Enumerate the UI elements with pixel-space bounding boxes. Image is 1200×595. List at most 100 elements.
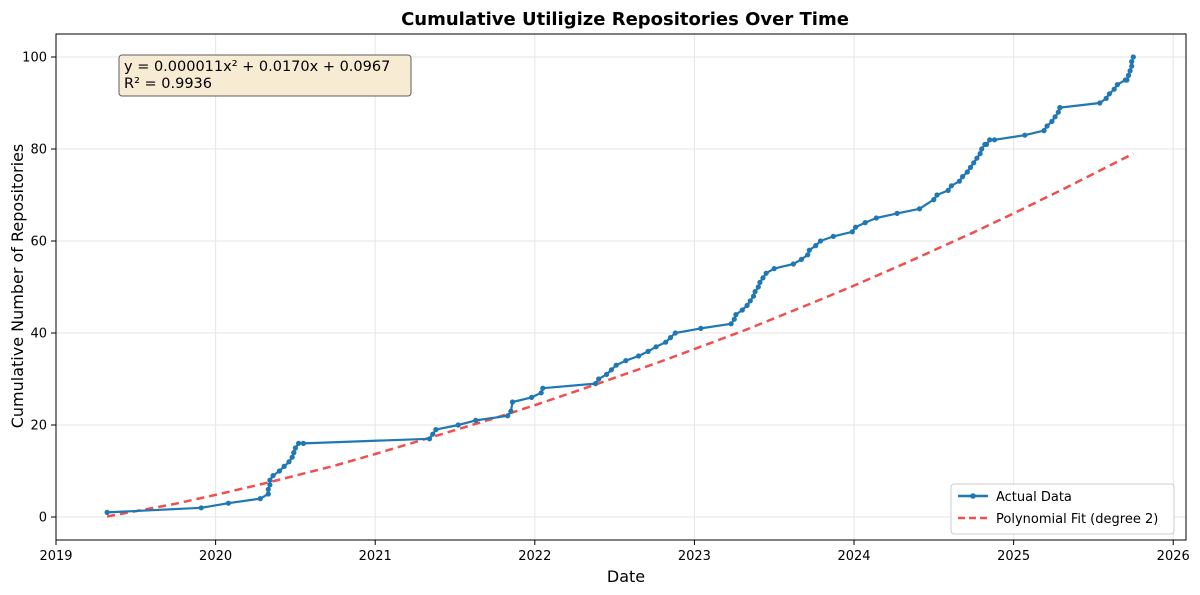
actual-data-point [731, 316, 737, 322]
actual-data-point [806, 247, 812, 253]
actual-data-point [1127, 68, 1133, 74]
legend: Actual Data Polynomial Fit (degree 2) [950, 483, 1175, 535]
actual-data-point [1129, 63, 1135, 69]
actual-series-line [107, 56, 1135, 514]
actual-data-point [281, 463, 287, 469]
actual-data-point [853, 224, 859, 230]
actual-data-point [974, 155, 980, 161]
actual-data-point [760, 275, 766, 281]
actual-data-point [934, 192, 940, 198]
actual-data-point [604, 371, 610, 377]
actual-data-point [733, 312, 739, 318]
actual-data-point [672, 330, 678, 336]
actual-data-point [267, 477, 273, 483]
r-squared-text: R² = 0.9936 [124, 76, 212, 92]
actual-data-point [755, 284, 761, 290]
actual-data-point [286, 459, 292, 465]
legend-fit-label: Polynomial Fit (degree 2) [996, 512, 1158, 527]
actual-data-point [1125, 72, 1132, 78]
actual-data-point [728, 321, 734, 327]
actual-data-point [1103, 95, 1109, 101]
actual-data-point [956, 178, 963, 184]
actual-data-point [265, 486, 271, 492]
x-tick-label: 2019 [39, 549, 72, 564]
actual-data-point [849, 229, 856, 235]
grid-lines [55, 34, 1186, 540]
fit-series-line [106, 152, 1134, 518]
actual-data-point [257, 496, 263, 502]
actual-data-point [1111, 86, 1117, 92]
actual-data-point [455, 422, 461, 428]
y-axis-ticks: 0 20 40 60 80 100 [22, 51, 56, 526]
y-tick-label: 20 [30, 419, 47, 434]
fit-layer [106, 152, 1134, 518]
actual-data-point [945, 187, 951, 193]
actual-data-point [1022, 132, 1028, 138]
y-tick-label: 40 [30, 327, 47, 342]
actual-data-point [1049, 118, 1055, 124]
actual-data-point [1052, 114, 1058, 120]
actual-data-point [592, 381, 599, 387]
actual-data-point [473, 417, 479, 423]
actual-data-point [291, 450, 297, 456]
actual-data-point [636, 353, 642, 359]
legend-actual-marker [970, 493, 976, 499]
actual-data-point [267, 482, 273, 488]
actual-data-point [1130, 54, 1136, 60]
actual-data-point [798, 256, 805, 262]
annotation-box [118, 54, 412, 97]
actual-data-point [991, 137, 998, 143]
legend-box [950, 483, 1175, 535]
x-tick-label: 2025 [997, 549, 1030, 564]
actual-data-point [698, 325, 704, 331]
actual-data-point [771, 266, 777, 272]
actual-data-point [971, 160, 977, 166]
actual-data-point [1057, 105, 1063, 111]
actual-data-point [540, 385, 546, 391]
actual-data-point [509, 399, 516, 405]
actual-data-point [1044, 123, 1050, 129]
actual-data-point [289, 454, 295, 460]
actual-data-point [426, 436, 433, 442]
actual-data-point [931, 197, 937, 203]
y-tick-label: 100 [22, 51, 47, 66]
y-axis-label: Cumulative Number of Repositories [8, 144, 27, 429]
actual-data-point [505, 413, 511, 419]
actual-data-point [1129, 59, 1135, 65]
actual-data-point [430, 431, 436, 437]
actual-data-point [270, 473, 276, 479]
x-tick-label: 2020 [199, 549, 232, 564]
actual-data-point [813, 243, 819, 249]
chart-title: Cumulative Utiligize Repositories Over T… [401, 9, 849, 30]
actual-data-point [817, 238, 824, 244]
y-tick-label: 80 [30, 143, 47, 158]
actual-data-point [752, 289, 758, 295]
actual-data-point [104, 509, 110, 515]
y-tick-label: 60 [30, 235, 47, 250]
actual-data-point [1055, 109, 1061, 115]
actual-data-point [608, 367, 615, 373]
x-axis-ticks: 2019 2020 2021 2022 2023 2024 2025 2026 [39, 540, 1190, 564]
actual-data-point [830, 233, 836, 239]
plot-area [104, 54, 1136, 518]
actual-data-point [645, 348, 651, 354]
actual-data-point [862, 220, 868, 226]
actual-data-point [623, 358, 629, 364]
x-tick-label: 2021 [359, 549, 392, 564]
plot-frame [55, 33, 1187, 541]
actual-layer [104, 54, 1136, 515]
actual-data-point [225, 500, 231, 506]
actual-data-point [300, 440, 306, 446]
actual-data-point [763, 270, 769, 276]
actual-data-point [1114, 82, 1120, 88]
actual-data-point [653, 344, 659, 350]
x-tick-label: 2026 [1157, 549, 1190, 564]
actual-data-point [744, 302, 750, 308]
actual-data-point [433, 427, 439, 433]
actual-data-point [873, 215, 880, 221]
x-tick-label: 2023 [678, 549, 711, 564]
actual-data-point [790, 261, 797, 267]
actual-data-point [663, 339, 669, 345]
actual-data-point [983, 141, 990, 147]
